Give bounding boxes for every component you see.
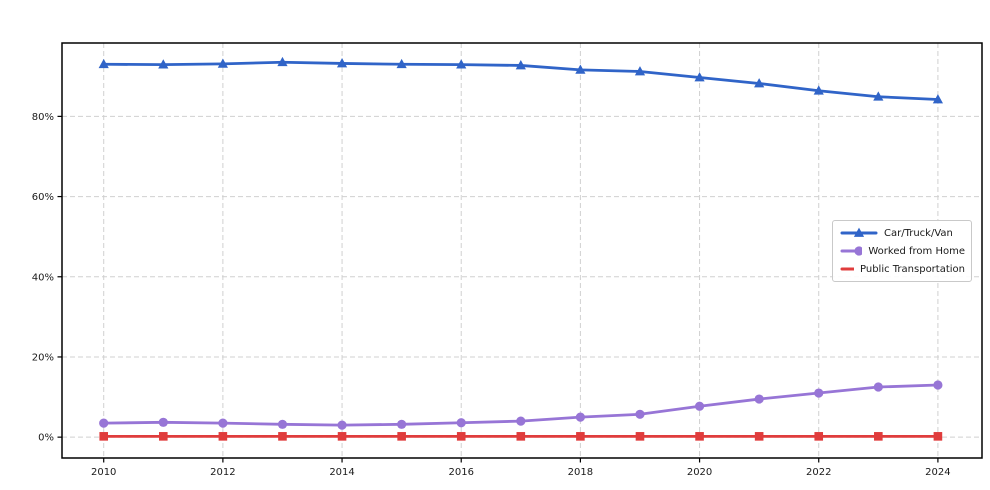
data-point-public-transportation — [814, 432, 824, 441]
x-tick-label: 2024 — [925, 467, 950, 478]
data-point-car-truck-van — [158, 59, 169, 69]
data-point-public-transportation — [695, 432, 704, 441]
legend-item-car-truck-van: Car/Truck/Van — [840, 226, 965, 240]
x-tick-label: 2014 — [329, 467, 354, 478]
data-point-public-transportation — [754, 432, 764, 441]
data-point-worked-from-home — [754, 394, 764, 404]
data-point-worked-from-home — [575, 412, 585, 422]
data-point-car-truck-van — [813, 85, 824, 95]
y-tick-label: 20% — [32, 352, 54, 363]
x-tick-label: 2016 — [448, 467, 473, 478]
data-point-car-truck-van — [754, 78, 765, 88]
data-point-car-truck-van — [336, 58, 348, 68]
data-point-public-transportation — [337, 432, 347, 441]
x-tick-label: 2018 — [568, 467, 593, 478]
y-tick-label: 40% — [32, 272, 54, 283]
data-point-worked-from-home — [218, 418, 228, 428]
data-point-worked-from-home — [397, 419, 407, 429]
data-point-public-transportation — [516, 432, 526, 441]
x-tick-label: 2012 — [210, 467, 235, 478]
legend-sample-marker — [854, 246, 863, 256]
axis-frame — [61, 42, 983, 459]
data-point-worked-from-home — [694, 401, 705, 411]
data-point-car-truck-van — [98, 58, 109, 69]
y-tick-label: 0% — [38, 433, 54, 444]
data-point-public-transportation — [218, 432, 228, 441]
legend-item-worked-from-home: Worked from Home — [840, 244, 965, 258]
x-tick-label: 2022 — [806, 467, 831, 478]
data-point-car-truck-van — [456, 59, 467, 69]
data-point-worked-from-home — [99, 418, 109, 428]
data-point-car-truck-van — [932, 94, 944, 104]
data-point-worked-from-home — [873, 382, 883, 392]
data-point-public-transportation — [99, 432, 109, 441]
legend-item-public-transportation: Public Transportation — [840, 262, 965, 276]
data-point-public-transportation — [397, 432, 406, 441]
legend-label: Car/Truck/Van — [884, 227, 953, 239]
data-point-car-truck-van — [694, 72, 705, 82]
data-point-worked-from-home — [516, 416, 526, 426]
x-tick-label: 2010 — [91, 467, 116, 478]
data-point-worked-from-home — [337, 420, 347, 430]
data-point-public-transportation — [635, 432, 645, 441]
data-point-worked-from-home — [277, 419, 288, 429]
data-point-public-transportation — [456, 432, 466, 441]
legend-label: Worked from Home — [868, 245, 965, 257]
data-point-public-transportation — [576, 432, 585, 441]
data-point-worked-from-home — [814, 388, 824, 398]
data-point-car-truck-van — [396, 58, 407, 69]
line-square-marker-icon — [840, 267, 855, 271]
y-tick-label: 60% — [32, 192, 54, 203]
data-point-car-truck-van — [277, 56, 288, 67]
data-point-public-transportation — [158, 432, 168, 441]
data-point-car-truck-van — [634, 66, 646, 76]
legend-sample-marker — [853, 227, 865, 237]
data-point-worked-from-home — [635, 409, 645, 419]
y-tick-label: 80% — [32, 112, 54, 123]
data-point-car-truck-van — [575, 64, 586, 74]
legend-label: Public Transportation — [860, 263, 965, 275]
data-point-worked-from-home — [933, 380, 943, 390]
data-point-public-transportation — [933, 432, 943, 441]
data-point-worked-from-home — [158, 417, 168, 427]
data-point-public-transportation — [874, 432, 883, 441]
data-point-worked-from-home — [456, 418, 466, 428]
x-tick-label: 2020 — [687, 467, 712, 478]
data-point-car-truck-van — [873, 91, 884, 101]
line-circle-marker-icon — [840, 246, 863, 256]
data-point-car-truck-van — [217, 58, 228, 68]
line-triangle-marker-icon — [840, 227, 878, 237]
legend: Car/Truck/Van Worked from Home Public Tr… — [832, 220, 972, 282]
data-point-car-truck-van — [515, 60, 526, 70]
data-point-public-transportation — [278, 432, 287, 441]
